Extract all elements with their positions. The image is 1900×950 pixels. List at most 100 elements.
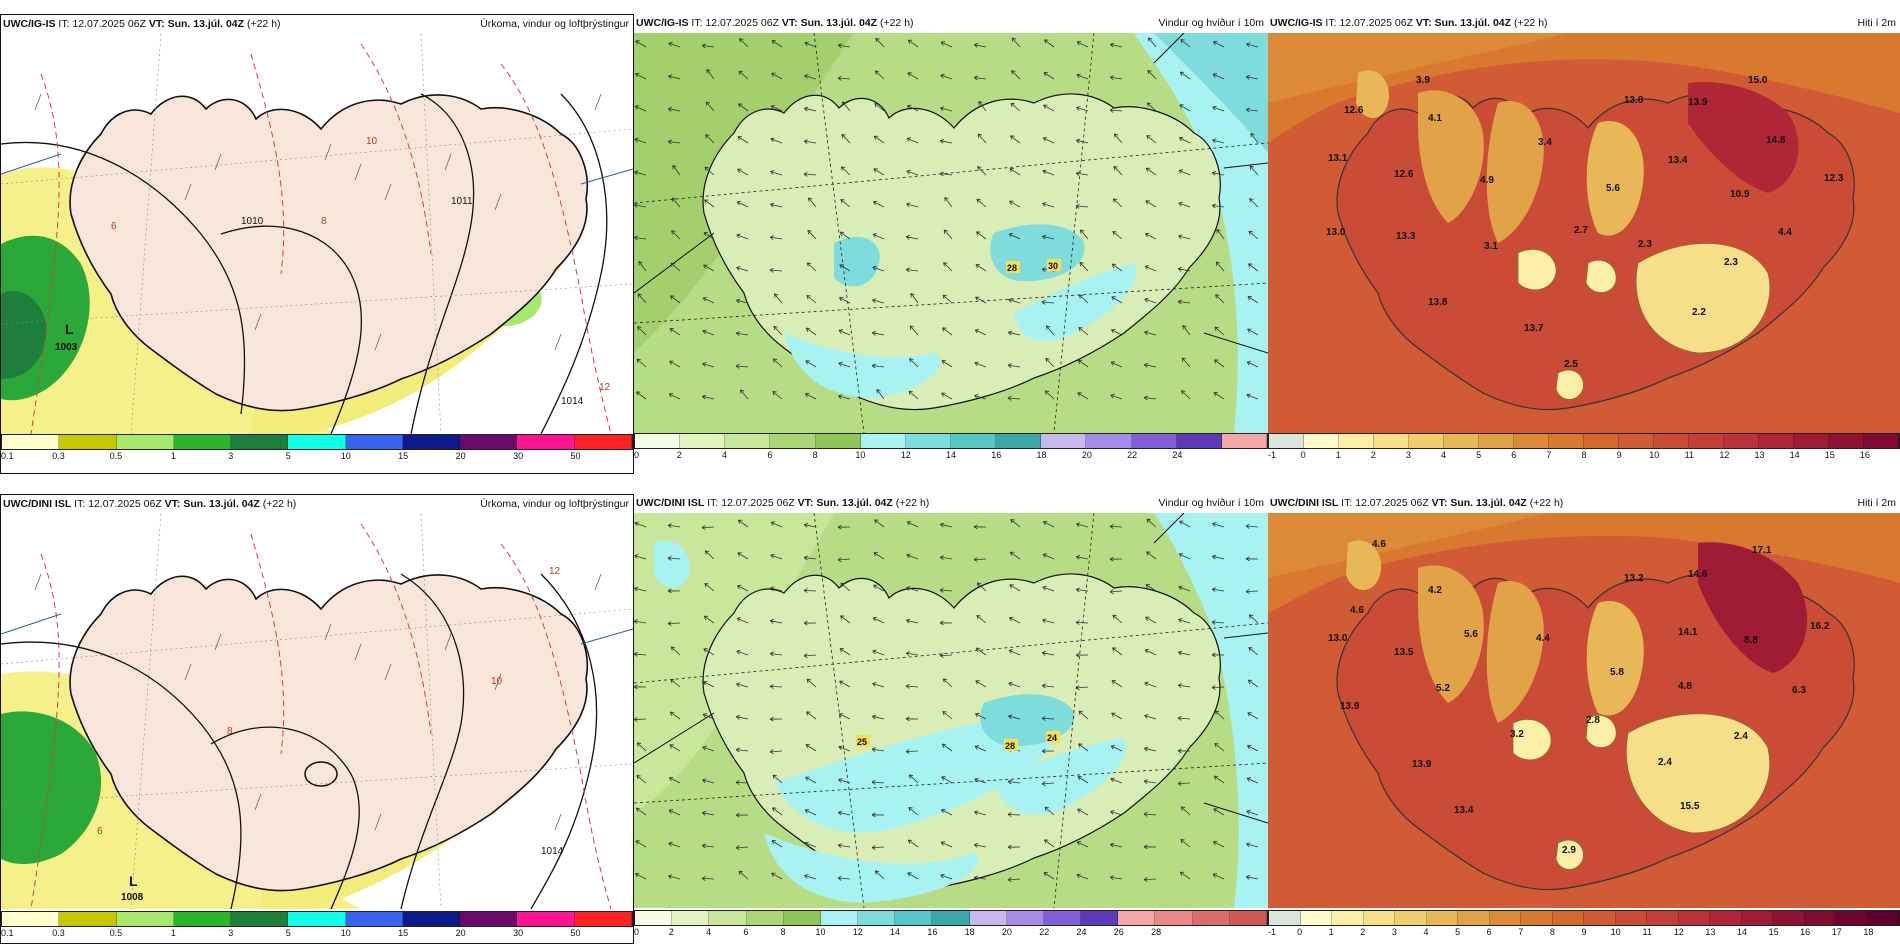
wind-arrow xyxy=(668,41,681,48)
wind-arrow xyxy=(774,293,783,304)
valid-time: Sun. 13.júl. 04Z xyxy=(1434,17,1512,29)
colorbar-tick-label: 1 xyxy=(170,451,176,461)
colorbar-segment xyxy=(680,434,726,448)
wind-arrow xyxy=(1212,873,1225,880)
wind-arrow xyxy=(907,72,919,80)
colorbar-segment xyxy=(820,911,859,925)
temperature-colorbar-ticks: -1 0 1 2 3 4 5 6 7 8 9 10 11 12 13 14 15 16 17 18 xyxy=(1268,927,1900,939)
wind-arrow xyxy=(667,555,681,561)
colorbar-segment xyxy=(725,434,771,448)
wind-arrow xyxy=(671,197,681,208)
wind-arrow xyxy=(1213,808,1225,816)
wind-arrow xyxy=(738,870,749,880)
wind-arrow xyxy=(772,358,783,368)
wind-arrow xyxy=(837,75,851,81)
colorbar-tick-label: 30 xyxy=(513,451,524,461)
colorbar-tick-label: 10 xyxy=(340,928,351,938)
colorbar-tick-label: 0.1 xyxy=(1,928,14,938)
temp-label: 14.1 xyxy=(1678,627,1698,638)
wind-arrow xyxy=(1179,520,1191,528)
wind-arrow xyxy=(1245,556,1259,562)
wind-arrow xyxy=(1177,781,1191,786)
wind-arrow xyxy=(701,843,715,849)
isotherm-label: 6 xyxy=(97,826,103,837)
wind-arrow xyxy=(634,684,647,690)
wind-arrow xyxy=(872,714,885,720)
wind-arrow xyxy=(1177,683,1191,689)
gust-label: 28 xyxy=(1005,741,1015,751)
colorbar-tick-label: 4 xyxy=(722,450,728,460)
temp-label: 13.4 xyxy=(1668,155,1688,166)
isotherm-label: 10 xyxy=(366,136,378,147)
wind-arrow xyxy=(838,713,851,720)
wind-arrow xyxy=(808,197,817,208)
wind-arrow xyxy=(871,747,885,753)
wind-arrow xyxy=(1076,73,1089,80)
wind-arrow xyxy=(1212,105,1225,112)
lead-time: (+22 h) xyxy=(879,17,914,29)
colorbar-segment xyxy=(116,435,174,449)
colorbar-tick-label: 7 xyxy=(1546,450,1552,460)
wind-arrow xyxy=(1146,518,1157,528)
wind-arrow xyxy=(1111,680,1123,688)
wind-arrow xyxy=(1110,842,1123,848)
colorbar-segment xyxy=(460,435,518,449)
colorbar-tick-label: 3 xyxy=(228,928,234,938)
wind-arrow xyxy=(803,555,817,561)
valid-time: Sun. 13.júl. 04Z xyxy=(800,17,878,29)
colorbar-tick-label: 0 xyxy=(634,450,640,460)
wind-arrow xyxy=(769,684,783,689)
wind-arrow xyxy=(770,553,783,560)
colorbar-tick-label: 26 xyxy=(1113,927,1124,937)
wind-arrow xyxy=(1178,650,1191,656)
colorbar-segment xyxy=(858,911,896,925)
colorbar-tick-label: 10 xyxy=(815,927,826,937)
wind-arrow xyxy=(1077,808,1089,816)
colorbar-segment xyxy=(860,434,906,448)
wind-arrow xyxy=(871,363,885,369)
colorbar-segment xyxy=(1615,911,1647,925)
wind-arrow xyxy=(701,43,715,49)
wind-arrow xyxy=(704,583,715,592)
colorbar-segment xyxy=(1759,434,1794,448)
wind-arrow xyxy=(906,553,919,560)
temp-label: 4.4 xyxy=(1536,633,1550,644)
wind-arrow xyxy=(1245,589,1259,594)
colorbar-segment xyxy=(1619,434,1654,448)
wind-arrow xyxy=(1114,133,1123,144)
wind-arrow xyxy=(838,778,851,784)
wind-arrow xyxy=(1144,714,1157,720)
colorbar-segment xyxy=(345,435,403,449)
precip-colorbar xyxy=(1,911,633,927)
wind-arrow xyxy=(634,72,647,80)
wind-arrow xyxy=(1211,203,1225,209)
colorbar-tick-label: 3 xyxy=(228,451,234,461)
wind-arrow xyxy=(1076,873,1089,880)
wind-arrow xyxy=(1212,522,1225,528)
wind-arrow xyxy=(634,137,647,144)
wind-arrow xyxy=(1078,743,1089,752)
temp-label: 4.4 xyxy=(1778,227,1792,238)
wind-panel-row2: UWC/DINI ISL IT: 12.07.2025 06Z VT: Sun.… xyxy=(634,494,1268,944)
colorbar-segment xyxy=(905,434,951,448)
wind-arrow xyxy=(943,229,953,240)
wind-arrow xyxy=(874,70,885,80)
temp-label: 3.9 xyxy=(1416,75,1430,86)
wind-arrow xyxy=(806,262,817,272)
temp-label: 2.3 xyxy=(1638,239,1652,250)
wind-arrow xyxy=(1041,716,1055,721)
wind-arrow xyxy=(1212,840,1225,848)
colorbar-tick-label: 2 xyxy=(676,450,682,460)
colorbar-tick-label: 13 xyxy=(1705,927,1716,937)
wind-arrow xyxy=(1248,230,1259,240)
wind-arrow xyxy=(1181,357,1191,368)
wind-arrow xyxy=(871,330,885,336)
colorbar-tick-label: 0.5 xyxy=(109,928,123,938)
wind-arrow xyxy=(1076,522,1089,528)
colorbar-tick-label: 1 xyxy=(1328,927,1334,937)
panel-header: UWC/IG-IS IT: 12.07.2025 06Z VT: Sun. 13… xyxy=(634,14,1268,32)
wind-arrow xyxy=(1214,326,1225,336)
wind-arrow xyxy=(1246,842,1259,848)
isotherm-label: 8 xyxy=(321,216,327,227)
colorbar-tick-label: 5 xyxy=(285,928,291,938)
